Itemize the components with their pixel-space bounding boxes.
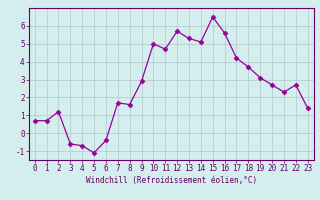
X-axis label: Windchill (Refroidissement éolien,°C): Windchill (Refroidissement éolien,°C) [86,176,257,185]
